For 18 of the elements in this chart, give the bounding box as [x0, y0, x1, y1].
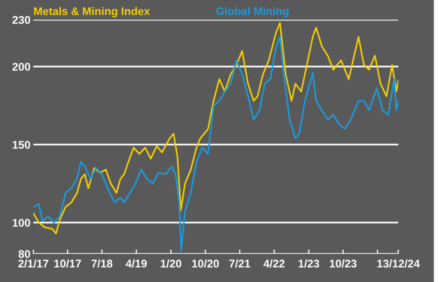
series-label: Global Mining [216, 6, 289, 18]
y-tick-label: 100 [12, 218, 30, 227]
x-tick-label: 4/22 [264, 259, 285, 268]
x-tick-label: 1/20 [160, 259, 182, 268]
x-tick-label: 7/21 [229, 259, 250, 268]
x-tick-label: 7/18 [92, 259, 112, 268]
y-tick-label: 80 [18, 250, 30, 258]
x-tick-label: 4/19 [126, 259, 147, 268]
x-tick-label: 10/23 [330, 259, 357, 268]
x-tick-label: 1/23 [298, 259, 320, 268]
x-tick-label: 10/20 [192, 259, 219, 268]
x-tick-label: 10/17 [54, 259, 81, 268]
text: Metals & Mining Index [34, 6, 150, 18]
x-tick-label: 2/1/17 [18, 259, 48, 268]
x-tick-label: 13/12/24 [377, 259, 420, 268]
y-tick-label: 150 [12, 140, 30, 149]
y-tick-label: 230 [12, 16, 30, 24]
y-tick-label: 200 [12, 62, 30, 71]
